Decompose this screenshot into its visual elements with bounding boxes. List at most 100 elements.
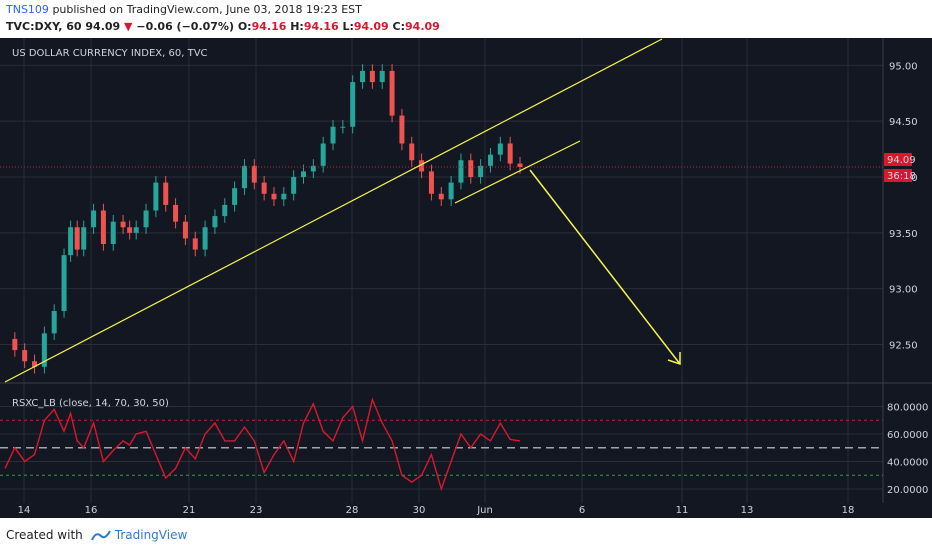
grid-lines: [0, 38, 883, 503]
candle-body: [478, 165, 484, 177]
channel-trendline[interactable]: [454, 140, 581, 204]
price-tag-label: 94.09: [887, 155, 916, 166]
candle-body: [310, 165, 316, 172]
price-tick-label: 93.00: [889, 285, 918, 296]
change-down-icon: ▼: [124, 20, 133, 33]
candle-body: [110, 221, 116, 244]
upper-trendline[interactable]: [4, 38, 663, 383]
time-axis: 14 16 21 23 28 30 Jun 6 11 13 18: [18, 505, 855, 516]
candle-body: [232, 188, 238, 205]
candle-body: [428, 171, 434, 194]
rsi-tick-label: 40.0000: [887, 458, 928, 469]
candle-body: [291, 177, 297, 194]
chart-title: US DOLLAR CURRENCY INDEX, 60, TVC: [12, 48, 208, 59]
rsi-title: RSXC_LB (close, 14, 70, 30, 50): [12, 398, 169, 409]
candle-body: [389, 70, 395, 116]
candle-body: [468, 160, 474, 177]
candle-body: [409, 143, 415, 161]
arrow-head-icon: [667, 352, 681, 366]
price-pane: [0, 64, 883, 374]
candle-body: [212, 216, 218, 228]
rsi-tick-label: 80.0000: [887, 403, 928, 414]
close-value: 94.09: [405, 20, 440, 33]
author-link[interactable]: TNS109: [6, 3, 49, 16]
symbol-label: TVC:DXY, 60: [6, 20, 82, 33]
tradingview-logo-icon: [90, 530, 111, 541]
time-tick-label: 23: [250, 505, 263, 516]
chart-labels: US DOLLAR CURRENCY INDEX, 60, TVC RSXC_L…: [12, 48, 208, 409]
candle-body: [281, 193, 287, 200]
drawings-layer[interactable]: [4, 38, 681, 383]
close-label: C:: [392, 20, 406, 33]
candle-body: [458, 160, 464, 183]
created-with-label: Created with: [6, 528, 83, 542]
time-tick-label: 30: [413, 505, 426, 516]
candle-body: [241, 165, 247, 189]
time-tick-label: 16: [85, 505, 98, 516]
candle-body: [12, 338, 18, 351]
chart-background: [0, 38, 932, 518]
price-tick-label: 94.50: [889, 117, 918, 128]
candle-body: [330, 126, 336, 144]
candle-body: [100, 210, 106, 244]
candle-body: [419, 160, 425, 172]
open-label: O:: [237, 20, 252, 33]
rsi-tick-label: 20.0000: [887, 485, 928, 496]
low-value: 94.09: [353, 20, 389, 33]
high-value: 94.16: [303, 20, 339, 33]
candle-body: [507, 143, 513, 164]
footer: Created with TradingView: [6, 528, 187, 542]
candle-body: [350, 82, 356, 127]
countdown-tag-bg: [884, 169, 912, 182]
candle-body: [133, 227, 139, 233]
symbol-ohlc-line: TVC:DXY, 60 94.09 ▼ −0.06 (−0.07%) O:94.…: [6, 20, 440, 33]
candle-body: [497, 143, 503, 155]
candle-body: [192, 238, 198, 250]
candle-body: [438, 193, 444, 200]
candle-body: [320, 143, 326, 166]
candle-body: [271, 193, 277, 200]
candle-body: [22, 350, 28, 362]
candle-body: [143, 210, 149, 228]
candle-body: [340, 126, 346, 128]
candle-body: [222, 204, 228, 217]
time-tick-label: 28: [346, 505, 359, 516]
candle-body: [74, 227, 80, 250]
candle-body: [202, 227, 208, 250]
published-text: published on TradingView.com, June 03, 2…: [52, 3, 362, 16]
rsi-tick-label: 60.0000: [887, 430, 928, 441]
candle-body: [251, 165, 257, 183]
publish-info: TNS109 published on TradingView.com, Jun…: [6, 3, 362, 16]
price-tick-label: 95.00: [889, 61, 918, 72]
low-label: L:: [342, 20, 354, 33]
current-price-tag: 94.09 36:18: [884, 153, 916, 182]
countdown-label: 36:18: [887, 171, 916, 182]
candle-body: [261, 182, 267, 194]
time-tick-label: 13: [741, 505, 754, 516]
candle-body: [301, 171, 307, 177]
time-tick-label: 11: [676, 505, 689, 516]
candle-body: [360, 70, 366, 83]
candle-body: [127, 227, 133, 233]
candle-body: [51, 311, 57, 334]
high-label: H:: [290, 20, 304, 33]
candle-body: [91, 210, 97, 228]
candle-body: [153, 182, 159, 211]
rsi-axis: 80.0000 60.0000 40.0000 20.0000: [887, 403, 928, 497]
candle-body: [517, 163, 523, 167]
candle-body: [163, 182, 169, 205]
tradingview-brand[interactable]: TradingView: [114, 528, 188, 542]
time-tick-label: 18: [842, 505, 855, 516]
candle-body: [41, 333, 47, 367]
candle-body: [487, 154, 493, 166]
projection-arrow[interactable]: [529, 169, 681, 365]
time-tick-label: Jun: [476, 505, 493, 516]
last-price: 94.09: [85, 20, 121, 33]
rsi-pane: [0, 397, 883, 492]
candle-body: [32, 361, 38, 367]
candle-body: [173, 204, 179, 222]
open-value: 94.16: [251, 20, 287, 33]
candle-body: [61, 255, 67, 311]
time-tick-label: 21: [183, 505, 196, 516]
